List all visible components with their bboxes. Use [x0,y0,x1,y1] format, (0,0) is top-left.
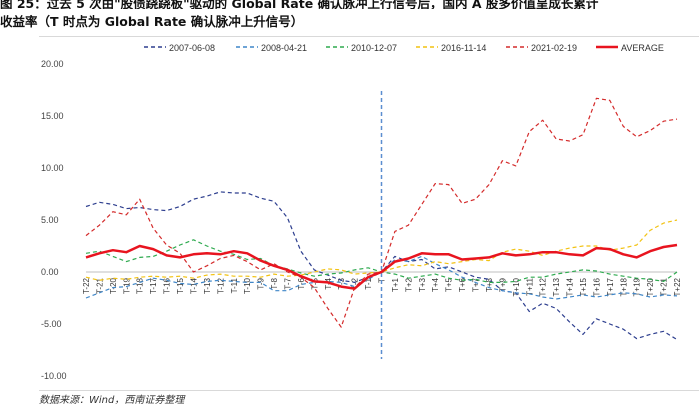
x-tick-label: T+8 [485,277,494,292]
legend-label: 2021-02-19 [531,43,577,53]
y-tick-label: 10.00 [41,163,64,173]
x-tick-label: T-19 [122,277,131,294]
x-tick-label: T+11 [525,277,534,295]
x-tick-label: T+16 [592,277,601,296]
x-tick-label: T+14 [566,277,575,296]
x-tick-label: T+22 [673,277,682,296]
series-line-average [85,243,678,290]
x-tick-label: T+3 [418,277,427,292]
series-lines [85,97,678,341]
y-tick-label: -10.00 [41,371,67,381]
x-tick-label: T+2 [404,277,413,292]
x-tick-label: T-13 [203,277,212,294]
source-note: 数据来源：Wind，西南证券整理 [39,395,185,406]
y-axis: 20.00 15.00 10.00 5.00 0.00 -5.00 -10.00 [41,59,67,381]
x-tick-label: T-22 [82,277,91,294]
x-tick-label: T+21 [660,277,669,296]
x-tick-label: T-2 [351,277,360,289]
x-tick-label: T+1 [391,277,400,292]
legend-label: 2007-06-08 [169,43,215,53]
x-tick-label: T-17 [149,277,158,294]
x-tick-label: T-5 [310,277,319,289]
x-tick-label: T+15 [579,277,588,296]
x-tick-label: T-10 [243,277,252,294]
x-tick-label: T-16 [163,277,172,294]
x-tick-label: T-18 [136,277,145,294]
x-tick-label: T-15 [176,277,185,294]
y-tick-label: 5.00 [41,215,59,225]
x-tick-label: T+4 [431,277,440,292]
x-tick-label: T+10 [512,277,521,296]
x-tick-label: T+6 [458,277,467,292]
legend-label: 2010-12-07 [351,43,397,53]
x-tick-label: T-1 [364,277,373,289]
legend-label: 2008-04-21 [261,43,307,53]
x-tick-label: T-9 [257,277,266,289]
x-tick-label: T-12 [216,277,225,294]
line-chart: 2007-06-08 2008-04-21 2010-12-07 2016-11-14… [41,43,682,381]
x-tick-label: T+17 [606,277,615,296]
x-tick-label: T+20 [646,277,655,296]
x-tick-label: T-6 [297,277,306,289]
x-tick-label: T-7 [283,277,292,289]
x-tick-label: T-3 [337,277,346,289]
legend-label: AVERAGE [621,43,664,53]
x-tick-label: T-8 [270,277,279,289]
x-tick-label: T+13 [552,277,561,296]
x-tick-label: T-11 [230,277,239,293]
legend-label: 2016-11-14 [441,43,486,53]
x-tick-label: T-14 [189,277,198,294]
x-tick-label: T+5 [445,277,454,292]
y-tick-label: 0.00 [41,267,59,277]
x-tick-label: T-21 [95,277,104,294]
figure-caption-line-1: 图 25：过去 5 次由"股债跷跷板"驱动的 Global Rate 确认脉冲上… [0,0,599,9]
y-tick-label: 15.00 [41,111,64,121]
chart-legend: 2007-06-08 2008-04-21 2010-12-07 2016-11-14… [144,43,664,53]
x-tick-label: T-20 [109,277,118,294]
x-axis: T-22 T-21 T-20 T-19 T-18 T-17 T-16 T-15 T-14 T-13… [82,271,682,296]
y-tick-label: -5.00 [41,319,62,329]
x-tick-label: T+9 [498,277,507,292]
series-line-2016-11-14 [85,219,678,281]
x-tick-label: T+7 [472,277,481,292]
x-tick-label: T+19 [633,277,642,296]
y-tick-label: 20.00 [41,59,64,69]
figure-caption-line-2: 收益率（T 时点为 Global Rate 确认脉冲上升信号） [0,14,304,29]
chart-frame: 2007-06-08 2008-04-21 2010-12-07 2016-11-14… [39,36,699,391]
x-tick-label: T+12 [539,277,548,296]
x-tick-label: T+18 [619,277,628,296]
